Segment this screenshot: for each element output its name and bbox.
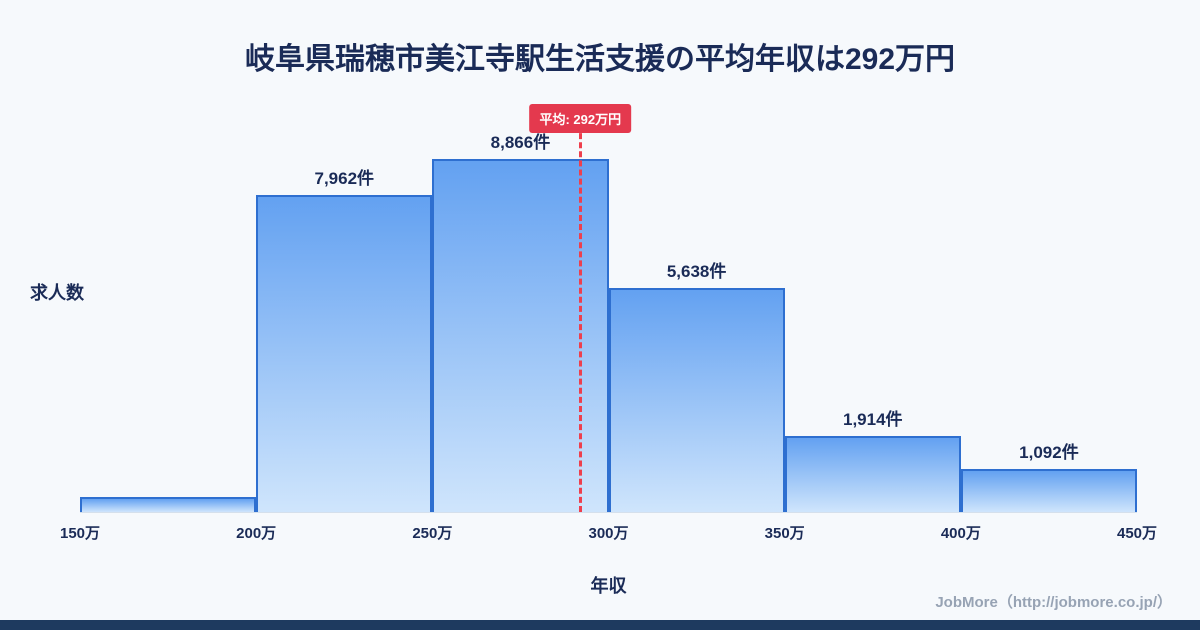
bar <box>960 469 1138 512</box>
bar-value-label: 7,962件 <box>314 169 375 188</box>
bar-group: 1,092件 <box>960 120 1138 512</box>
plot-area: 平均: 292万円 7,962件 8,866件 5,638件 1,914件 1,092件 <box>80 104 1138 512</box>
bar-group <box>80 120 257 512</box>
bar <box>432 159 609 512</box>
bar-value-label: 8,866件 <box>490 133 551 152</box>
x-axis-label: 年収 <box>590 576 627 596</box>
footer-credit: JobMore（http://jobmore.co.jp/） <box>935 594 1172 611</box>
bar-group: 8,866件 <box>432 120 609 512</box>
chart-title: 岐阜県瑞穂市美江寺駅生活支援の平均年収は292万円 <box>244 43 956 76</box>
bar-group: 5,638件 <box>608 120 785 512</box>
bar-value-label: 1,914件 <box>843 410 903 429</box>
bar <box>784 436 961 512</box>
bottom-accent-bar <box>0 620 1200 630</box>
bar <box>608 288 785 512</box>
x-axis-ticks: 150万 200万 250万 300万 350万 400万 450万 <box>60 522 1157 542</box>
x-tick-label: 300万 <box>588 525 629 542</box>
x-tick-label: 400万 <box>940 525 981 542</box>
bar-value-label: 1,092件 <box>1019 443 1079 462</box>
bar-group: 7,962件 <box>256 120 433 512</box>
bar-value-label: 5,638件 <box>666 262 727 281</box>
x-tick-label: 450万 <box>1116 525 1158 542</box>
x-tick-label: 150万 <box>59 525 101 542</box>
average-badge: 平均: 292万円 <box>529 104 632 133</box>
average-line <box>578 124 582 512</box>
bar <box>80 497 257 512</box>
x-tick-label: 200万 <box>236 525 277 542</box>
y-axis-label: 求人数 <box>30 283 84 303</box>
x-tick-label: 350万 <box>764 525 805 542</box>
x-tick-label: 250万 <box>412 525 453 542</box>
bar <box>256 195 433 512</box>
bar-group: 1,914件 <box>784 120 961 512</box>
x-axis-line <box>80 512 1137 513</box>
